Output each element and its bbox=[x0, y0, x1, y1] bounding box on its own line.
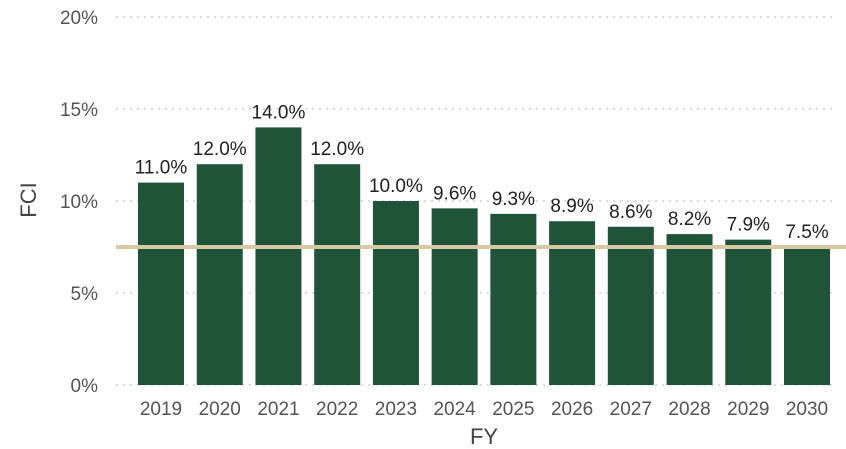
bar-2020 bbox=[196, 164, 243, 385]
data-label-2029: 7.9% bbox=[727, 215, 770, 236]
y-tick-label: 15% bbox=[60, 100, 98, 121]
bar-2019 bbox=[138, 182, 184, 385]
data-label-2030: 7.5% bbox=[785, 222, 828, 243]
x-tick-label: 2028 bbox=[668, 399, 710, 420]
bar-2023 bbox=[372, 201, 419, 385]
data-label-2020: 12.0% bbox=[193, 139, 247, 160]
y-tick-label: 0% bbox=[71, 376, 99, 397]
x-tick-label: 2027 bbox=[610, 399, 652, 420]
data-label-2022: 12.0% bbox=[310, 139, 364, 160]
x-tick-label: 2025 bbox=[492, 399, 534, 420]
x-tick-label: 2019 bbox=[140, 399, 182, 420]
data-labels: 11.0%12.0%14.0%12.0%10.0% 9.6% 9.3% 8.9% 8.6… bbox=[135, 102, 829, 243]
data-label-2021: 14.0% bbox=[252, 102, 306, 123]
data-label-2019: 11.0% bbox=[135, 158, 188, 179]
y-axis-title: FCI bbox=[16, 182, 41, 217]
bar-2024 bbox=[431, 208, 478, 385]
bar-2028 bbox=[666, 234, 713, 385]
y-tick-label: 10% bbox=[60, 192, 98, 213]
x-axis-ticks: 2019 2020 2021 2022 2023 2024 2025 2026 2027 2028… bbox=[140, 399, 828, 420]
x-tick-label: 2026 bbox=[551, 399, 593, 420]
x-tick-label: 2020 bbox=[199, 399, 241, 420]
data-label-2026: 8.9% bbox=[550, 196, 593, 217]
y-axis-ticks: 0% 5% 10% 15% 20% bbox=[60, 8, 98, 397]
bar-2021 bbox=[255, 127, 302, 386]
data-label-2023: 10.0% bbox=[369, 176, 423, 197]
bar-2027 bbox=[607, 226, 654, 385]
bar-2025 bbox=[490, 213, 537, 385]
x-tick-label: 2030 bbox=[786, 399, 828, 420]
x-axis-title: FY bbox=[470, 424, 498, 449]
x-tick-label: 2029 bbox=[727, 399, 769, 420]
bar-2029 bbox=[725, 239, 772, 385]
data-label-2024: 9.6% bbox=[433, 183, 476, 204]
bar-2030 bbox=[784, 247, 830, 385]
x-tick-label: 2021 bbox=[257, 399, 299, 420]
y-tick-label: 5% bbox=[71, 284, 99, 305]
data-label-2027: 8.6% bbox=[609, 202, 652, 223]
data-label-2025: 9.3% bbox=[492, 189, 535, 210]
bars bbox=[138, 127, 830, 386]
x-tick-label: 2023 bbox=[375, 399, 417, 420]
x-tick-label: 2024 bbox=[433, 399, 476, 420]
x-tick-label: 2022 bbox=[316, 399, 358, 420]
bar-2022 bbox=[314, 164, 361, 385]
data-label-2028: 8.2% bbox=[668, 209, 711, 230]
y-tick-label: 20% bbox=[60, 8, 98, 29]
